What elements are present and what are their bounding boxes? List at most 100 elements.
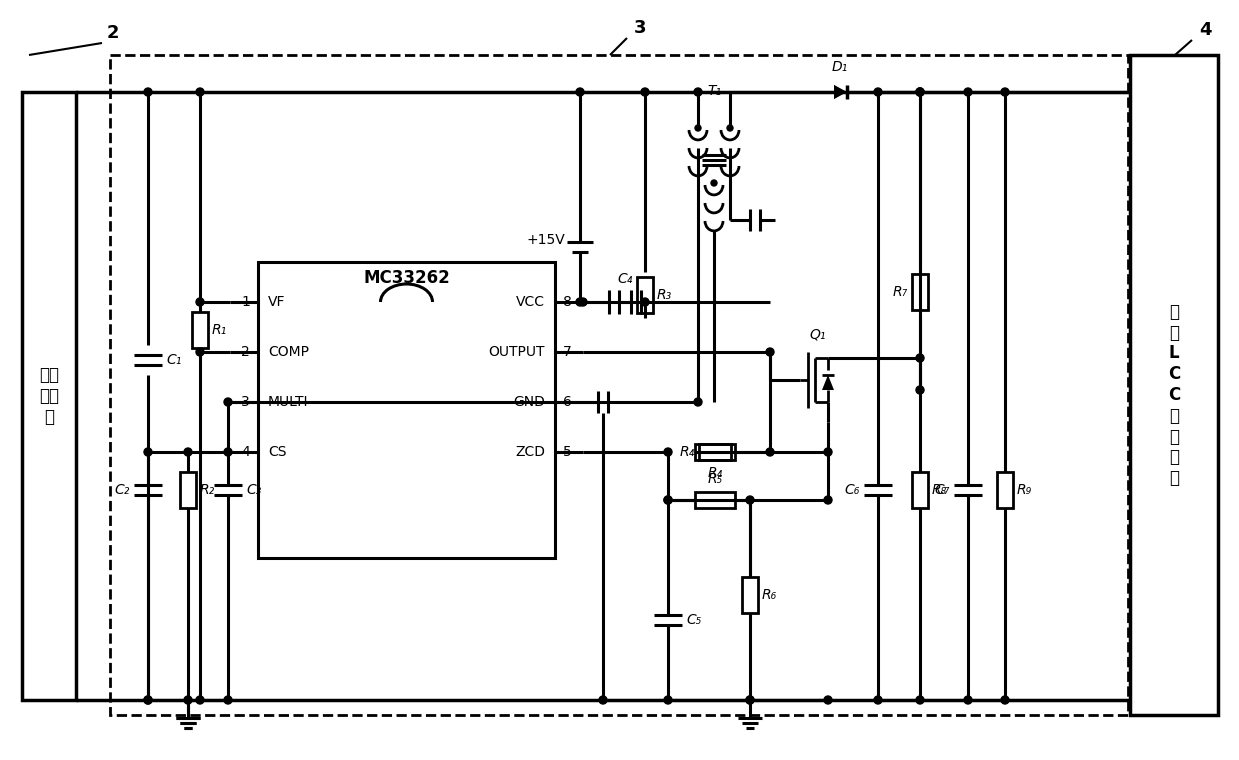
Circle shape [144,696,152,704]
Text: R₅: R₅ [707,472,722,486]
Circle shape [727,125,733,131]
Circle shape [766,448,774,456]
Text: +15V: +15V [527,233,565,247]
Bar [912,274,928,310]
Text: 全桥
整流
器: 全桥 整流 器 [38,366,59,426]
Text: R₆: R₆ [762,588,777,602]
Text: CS: CS [268,445,286,459]
Text: 3: 3 [242,395,250,409]
Circle shape [224,696,232,704]
Bar [258,262,555,558]
Circle shape [664,448,672,456]
Circle shape [746,696,755,704]
Text: GND: GND [513,395,545,409]
Circle shape [664,496,672,504]
Circle shape [916,88,924,96]
Bar [695,492,735,508]
Bar [695,444,735,460]
Text: R₄: R₄ [680,445,695,459]
Text: OUTPUT: OUTPUT [488,345,545,359]
Circle shape [746,496,755,504]
Circle shape [144,448,152,456]
Circle shape [916,386,924,394]
Text: C₂: C₂ [115,483,130,497]
Circle shape [916,88,924,96]
Text: C₅: C₅ [686,613,701,627]
Text: R₈: R₈ [932,483,948,497]
Circle shape [824,496,833,504]
Circle shape [695,125,701,131]
Text: D₁: D₁ [831,60,849,74]
Circle shape [1001,88,1009,96]
Text: ZCD: ZCD [515,445,545,459]
Circle shape [916,88,924,96]
Circle shape [873,88,882,96]
Bar [192,312,208,348]
Circle shape [185,448,192,456]
Text: R₇: R₇ [893,285,908,299]
Text: C₁: C₁ [166,353,181,367]
Circle shape [824,448,833,456]
Bar [699,444,731,460]
Circle shape [576,298,584,306]
Circle shape [964,88,973,96]
Text: 4: 4 [1199,21,1212,39]
Circle shape [579,298,587,306]
Circle shape [598,696,607,704]
Text: 3: 3 [634,19,647,37]
Circle shape [964,696,973,704]
Text: R₄: R₄ [707,466,722,480]
Text: 2: 2 [107,24,119,42]
Circle shape [224,398,232,406]
Circle shape [196,696,204,704]
Bar [742,577,758,613]
Polygon shape [821,375,834,390]
Text: VF: VF [268,295,285,309]
Text: C₃: C₃ [247,483,261,497]
Text: R₉: R₉ [1017,483,1032,497]
Text: Q₁: Q₁ [810,328,826,342]
Bar [110,55,1127,715]
Text: 4: 4 [242,445,250,459]
Bar [912,472,928,508]
Circle shape [664,696,672,704]
Polygon shape [834,85,847,99]
Bar [637,277,653,313]
Text: 半
桥
L
C
C
谐
振
电
路: 半 桥 L C C 谐 振 电 路 [1168,302,1180,487]
Circle shape [711,180,717,186]
Text: 2: 2 [242,345,250,359]
Bar [997,472,1014,508]
Circle shape [144,696,152,704]
Circle shape [694,88,703,96]
Circle shape [144,88,152,96]
Circle shape [224,448,232,456]
Circle shape [873,696,882,704]
Circle shape [641,88,649,96]
Text: MC33262: MC33262 [363,269,450,287]
Text: COMP: COMP [268,345,309,359]
Text: R₁: R₁ [212,323,227,337]
Circle shape [824,696,833,704]
Circle shape [766,348,774,356]
Circle shape [641,298,649,306]
Text: 6: 6 [563,395,572,409]
Text: 5: 5 [563,445,571,459]
Circle shape [664,496,672,504]
Bar [1130,55,1218,715]
Bar [180,472,196,508]
Circle shape [196,298,204,306]
Circle shape [196,348,204,356]
Circle shape [916,696,924,704]
Text: 1: 1 [242,295,250,309]
Circle shape [185,696,192,704]
Circle shape [196,88,204,96]
Text: C₆: C₆ [845,483,860,497]
Text: VCC: VCC [515,295,545,309]
Text: R₂: R₂ [199,483,216,497]
Circle shape [746,696,755,704]
Circle shape [694,398,703,406]
Text: C₄: C₄ [617,272,633,286]
Text: C₇: C₇ [934,483,950,497]
Circle shape [916,354,924,362]
Bar [22,92,76,700]
